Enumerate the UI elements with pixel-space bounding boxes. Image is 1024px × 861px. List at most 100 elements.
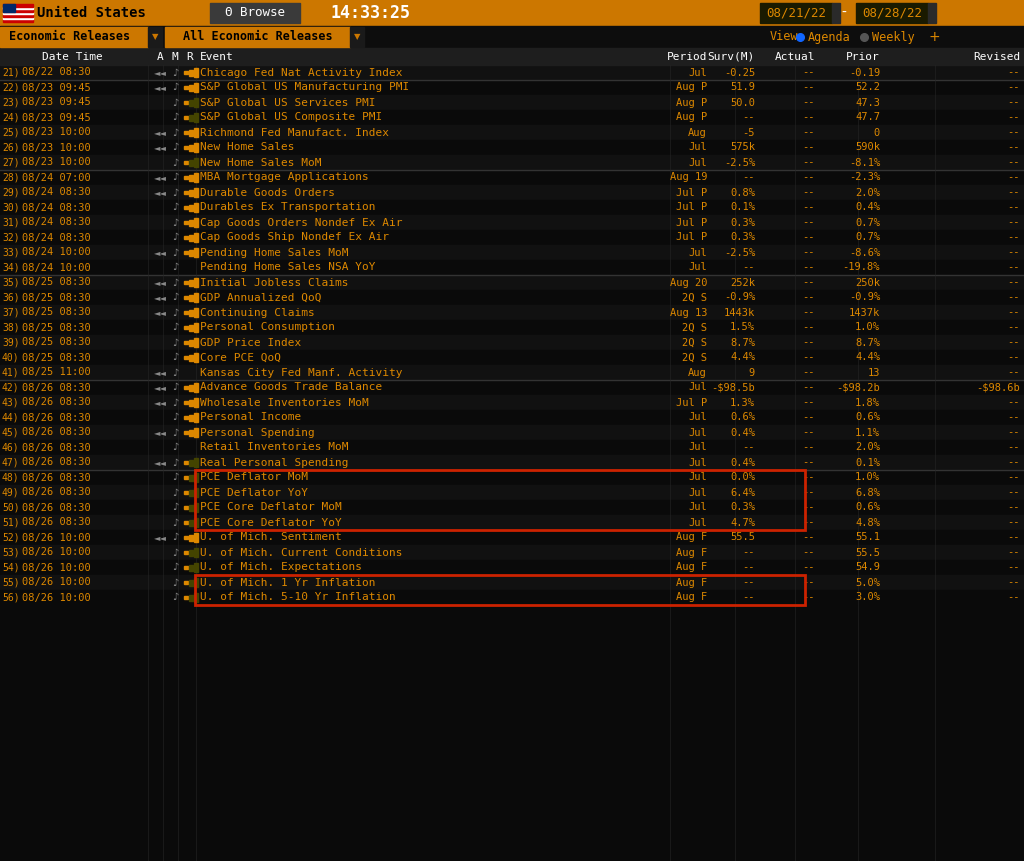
Bar xyxy=(189,505,193,511)
Text: United States: United States xyxy=(37,6,145,20)
Text: -2.5%: -2.5% xyxy=(724,158,755,168)
Text: 08/23 10:00: 08/23 10:00 xyxy=(22,158,91,168)
Text: --: -- xyxy=(1008,487,1020,498)
Text: 0.3%: 0.3% xyxy=(730,218,755,227)
Text: Jul: Jul xyxy=(688,412,707,423)
Text: 08/24 10:00: 08/24 10:00 xyxy=(22,247,91,257)
Text: 45): 45) xyxy=(2,428,19,437)
Bar xyxy=(0,200,1024,215)
Bar xyxy=(189,309,193,315)
Text: ♪: ♪ xyxy=(172,592,178,603)
Text: ◄◄: ◄◄ xyxy=(154,368,167,377)
Text: 0.3%: 0.3% xyxy=(730,232,755,243)
Text: -8.1%: -8.1% xyxy=(849,158,880,168)
Bar xyxy=(189,234,193,240)
Bar xyxy=(0,575,1024,590)
Text: 2.0%: 2.0% xyxy=(855,188,880,197)
Bar xyxy=(184,101,188,104)
Bar xyxy=(0,260,1024,275)
Text: Aug 20: Aug 20 xyxy=(670,277,707,288)
Text: 1.1%: 1.1% xyxy=(855,428,880,437)
Text: 08/23 09:45: 08/23 09:45 xyxy=(22,113,91,122)
Bar xyxy=(189,294,193,300)
Bar xyxy=(0,80,1024,95)
Text: ♪: ♪ xyxy=(172,428,178,437)
Text: --: -- xyxy=(1008,277,1020,288)
Text: ♪: ♪ xyxy=(172,352,178,362)
Text: New Home Sales MoM: New Home Sales MoM xyxy=(200,158,322,168)
Bar xyxy=(0,455,1024,470)
Bar xyxy=(0,395,1024,410)
Bar xyxy=(189,145,193,151)
Text: ♪: ♪ xyxy=(172,158,178,168)
Text: ♪: ♪ xyxy=(172,532,178,542)
Bar xyxy=(194,503,198,512)
Text: Kansas City Fed Manf. Activity: Kansas City Fed Manf. Activity xyxy=(200,368,402,377)
Bar xyxy=(194,593,198,602)
Text: 3.0%: 3.0% xyxy=(855,592,880,603)
Text: Economic Releases: Economic Releases xyxy=(9,30,131,44)
Text: ♪: ♪ xyxy=(172,307,178,318)
Bar xyxy=(0,110,1024,125)
Bar xyxy=(184,221,188,224)
Text: 47): 47) xyxy=(2,457,19,468)
Text: 250k: 250k xyxy=(855,277,880,288)
Bar xyxy=(0,140,1024,155)
Text: 08/24 07:00: 08/24 07:00 xyxy=(22,172,91,183)
Text: ♪: ♪ xyxy=(172,503,178,512)
Text: --: -- xyxy=(803,232,815,243)
Text: ◄◄: ◄◄ xyxy=(154,533,167,542)
Text: 575k: 575k xyxy=(730,143,755,152)
Text: -8.6%: -8.6% xyxy=(849,247,880,257)
Text: 26): 26) xyxy=(2,143,19,152)
Text: ◄◄: ◄◄ xyxy=(154,308,167,317)
Bar xyxy=(0,590,1024,605)
Text: --: -- xyxy=(1008,503,1020,512)
Text: Jul: Jul xyxy=(688,473,707,482)
Bar xyxy=(189,70,193,76)
Bar xyxy=(194,128,198,137)
Bar xyxy=(3,7,33,9)
Bar xyxy=(189,460,193,466)
Text: 08/23 09:45: 08/23 09:45 xyxy=(22,83,91,92)
Text: --: -- xyxy=(1008,307,1020,318)
Bar xyxy=(194,218,198,227)
Bar xyxy=(0,27,148,47)
Text: 08/25 08:30: 08/25 08:30 xyxy=(22,307,91,318)
Text: --: -- xyxy=(1008,473,1020,482)
Text: --: -- xyxy=(742,172,755,183)
Text: Personal Consumption: Personal Consumption xyxy=(200,323,335,332)
Bar xyxy=(189,579,193,585)
Text: Weekly: Weekly xyxy=(872,30,914,44)
Text: 0.0%: 0.0% xyxy=(730,473,755,482)
Text: 47.3: 47.3 xyxy=(855,97,880,108)
Bar xyxy=(194,68,198,77)
Text: --: -- xyxy=(1008,113,1020,122)
Text: --: -- xyxy=(803,548,815,558)
Text: --: -- xyxy=(1008,517,1020,528)
Bar xyxy=(0,530,1024,545)
Text: PCE Core Deflator MoM: PCE Core Deflator MoM xyxy=(200,503,342,512)
Text: MBA Mortgage Applications: MBA Mortgage Applications xyxy=(200,172,369,183)
Bar xyxy=(0,365,1024,380)
Text: 08/24 10:00: 08/24 10:00 xyxy=(22,263,91,272)
Bar xyxy=(189,594,193,600)
Text: M: M xyxy=(172,52,178,61)
Text: ♪: ♪ xyxy=(172,218,178,227)
Text: Date Time: Date Time xyxy=(42,52,102,61)
Text: 0.4%: 0.4% xyxy=(730,428,755,437)
Text: 08/26 08:30: 08/26 08:30 xyxy=(22,382,91,393)
Bar xyxy=(3,4,15,12)
Text: Wholesale Inventories MoM: Wholesale Inventories MoM xyxy=(200,398,369,407)
Text: 08/25 08:30: 08/25 08:30 xyxy=(22,352,91,362)
Bar xyxy=(194,353,198,362)
Bar xyxy=(184,176,188,179)
Text: All Economic Releases: All Economic Releases xyxy=(183,30,333,44)
Bar xyxy=(189,339,193,345)
Text: 08/26 08:30: 08/26 08:30 xyxy=(22,517,91,528)
Bar xyxy=(194,248,198,257)
Text: 34): 34) xyxy=(2,263,19,272)
Text: 41): 41) xyxy=(2,368,19,377)
Bar xyxy=(189,430,193,436)
Text: New Home Sales: New Home Sales xyxy=(200,143,295,152)
